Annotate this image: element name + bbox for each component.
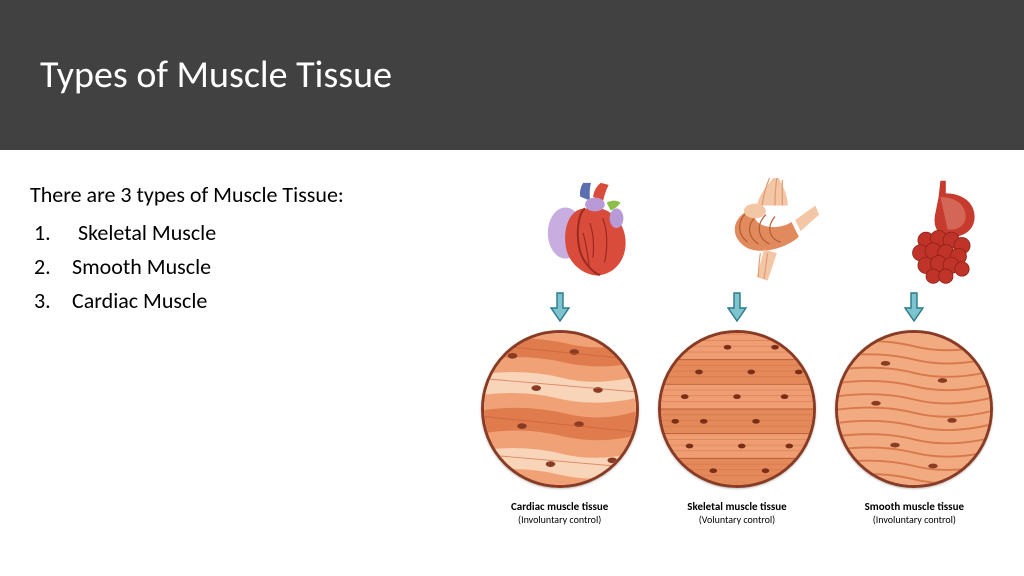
caption: Cardiac muscle tissue (Involuntary contr… (474, 500, 645, 526)
list-number: 2. (34, 250, 72, 284)
caption-title: Smooth muscle tissue (865, 500, 964, 513)
list-number: 1. (34, 216, 72, 250)
list-label: Smooth Muscle (72, 250, 211, 284)
list-item: 3. Cardiac Muscle (34, 284, 470, 318)
arm-muscle-icon (651, 178, 822, 288)
list-item: 2. Smooth Muscle (34, 250, 470, 284)
caption: Skeletal muscle tissue (Voluntary contro… (651, 500, 822, 526)
skeletal-tissue (651, 330, 822, 488)
down-arrow-icon (829, 292, 1000, 322)
caption-row: Cardiac muscle tissue (Involuntary contr… (470, 500, 1004, 526)
list-item: 1. Skeletal Muscle (34, 216, 470, 250)
title-bar: Types of Muscle Tissue (0, 0, 1024, 150)
stomach-intestine-icon (829, 178, 1000, 288)
smooth-tissue (829, 330, 1000, 488)
list-number: 3. (34, 284, 72, 318)
text-column: There are 3 types of Muscle Tissue: 1. S… (30, 178, 470, 526)
heart-icon (474, 178, 645, 288)
content-area: There are 3 types of Muscle Tissue: 1. S… (0, 150, 1024, 526)
slide-title: Types of Muscle Tissue (40, 52, 392, 98)
caption-subtitle: (Involuntary control) (518, 513, 601, 526)
tissue-row (470, 324, 1004, 494)
list-label: Cardiac Muscle (72, 284, 207, 318)
list-label: Skeletal Muscle (72, 216, 216, 250)
intro-text: There are 3 types of Muscle Tissue: (30, 178, 470, 212)
muscle-list: 1. Skeletal Muscle 2. Smooth Muscle 3. C… (30, 216, 470, 318)
caption-title: Skeletal muscle tissue (687, 500, 786, 513)
diagram-column: Cardiac muscle tissue (Involuntary contr… (470, 178, 1004, 526)
down-arrow-icon (474, 292, 645, 322)
caption-subtitle: (Involuntary control) (873, 513, 956, 526)
cardiac-tissue (474, 330, 645, 488)
arrow-row (470, 290, 1004, 324)
down-arrow-icon (651, 292, 822, 322)
caption-title: Cardiac muscle tissue (511, 500, 608, 513)
organ-row (470, 178, 1004, 288)
caption-subtitle: (Voluntary control) (699, 513, 775, 526)
caption: Smooth muscle tissue (Involuntary contro… (829, 500, 1000, 526)
